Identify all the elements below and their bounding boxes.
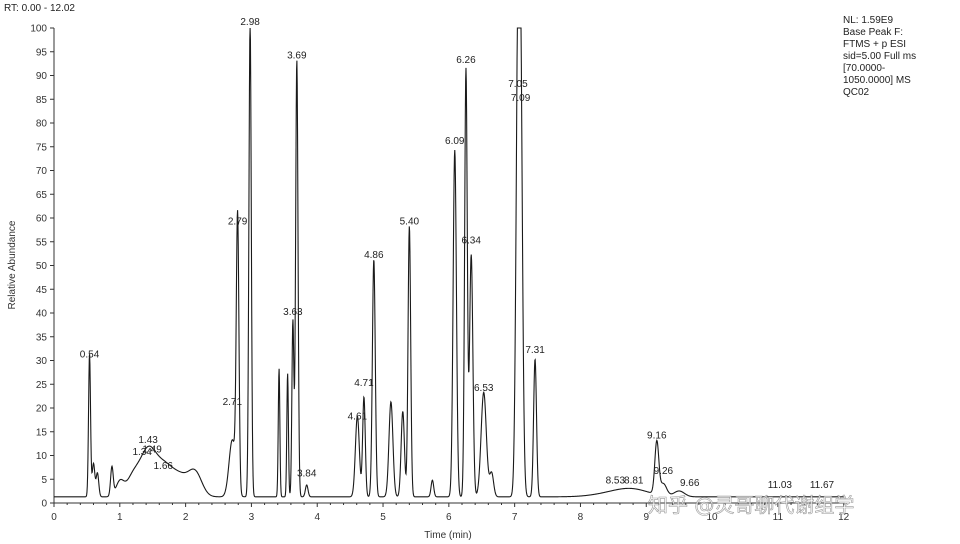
y-tick-label: 10	[36, 451, 48, 462]
peak-label: 1.49	[142, 445, 162, 456]
y-tick-label: 85	[36, 95, 48, 106]
peak-label: 9.16	[647, 430, 667, 441]
peak-label: 7.31	[525, 345, 545, 356]
x-tick-label: 8	[578, 512, 584, 523]
y-tick-label: 65	[36, 190, 48, 201]
scan-info-line: sid=5.00 Full ms	[843, 51, 916, 62]
peak-label: 5.40	[400, 217, 420, 228]
peak-label: 4.86	[364, 250, 384, 261]
scan-info-line: [70.0000-	[843, 63, 885, 74]
peak-label: 6.09	[445, 136, 465, 147]
peak-label: 3.84	[297, 468, 317, 479]
x-axis-title: Time (min)	[424, 530, 471, 541]
peak-label: 2.79	[228, 217, 248, 228]
scan-info-line: FTMS + p ESI	[843, 39, 906, 50]
y-tick-label: 15	[36, 427, 48, 438]
scan-info-line: QC02	[843, 87, 870, 98]
peak-label: 11.67	[810, 480, 835, 491]
peak-labels: 0.54 1.341.431.49 1.66 2.71 2.79 2.98 3.63 3.69…	[80, 17, 835, 491]
y-tick-label: 80	[36, 119, 48, 130]
peak-label: 4.71	[354, 378, 374, 389]
x-tick-label: 3	[249, 512, 255, 523]
peak-label: 1.43	[138, 435, 158, 446]
x-tick-label: 7	[512, 512, 518, 523]
x-tick-label: 2	[183, 512, 189, 523]
chromatogram-trace	[54, 27, 845, 498]
y-tick-label: 45	[36, 285, 48, 296]
y-tick-label: 75	[36, 142, 48, 153]
x-tick-label: 11	[773, 512, 784, 523]
peak-label: 9.66	[680, 478, 700, 489]
chart-axes	[53, 28, 845, 504]
scan-info-line: 1050.0000] MS	[843, 75, 911, 86]
peak-label: 2.98	[240, 17, 260, 28]
peak-label: 7.09	[511, 93, 531, 104]
peak-label: 4.61	[348, 411, 368, 422]
y-tick-label: 90	[36, 71, 48, 82]
peak-label: 7.05	[508, 79, 528, 90]
y-tick-label: 0	[41, 499, 47, 510]
peak-label: 11.03	[768, 480, 793, 491]
peak-label: 3.63	[283, 307, 303, 318]
y-tick-label: 40	[36, 309, 48, 320]
y-axis-title: Relative Abundance	[7, 220, 18, 309]
y-tick-label: 100	[30, 24, 47, 35]
x-tick-label: 6	[446, 512, 452, 523]
peak-label: 6.53	[474, 383, 494, 394]
peak-label: 6.26	[456, 55, 476, 66]
watermark-text: 知乎 @灵哥聊代谢组学	[648, 493, 854, 517]
y-tick-label: 5	[41, 475, 47, 486]
y-tick-label: 55	[36, 237, 48, 248]
y-tick-label: 20	[36, 404, 48, 415]
x-axis-ticks: 0 1 2 3 4 5 6 7 8 9 10 11 12	[51, 503, 850, 523]
scan-info-line: NL: 1.59E9	[843, 15, 893, 26]
peak-label: 1.34	[132, 447, 152, 458]
peak-label: 1.66	[154, 461, 174, 472]
y-tick-label: 95	[36, 47, 48, 58]
peak-label: 2.71	[223, 397, 243, 408]
peak-label: 8.81	[624, 475, 644, 486]
y-tick-label: 70	[36, 166, 48, 177]
peak-label: 6.34	[461, 236, 481, 247]
peak-label: 0.54	[80, 350, 100, 361]
x-tick-label: 4	[314, 512, 320, 523]
x-tick-label: 10	[707, 512, 719, 523]
peak-label: 3.69	[287, 50, 307, 61]
peak-label: 8.53	[606, 475, 626, 486]
x-tick-label: 12	[838, 512, 850, 523]
scan-info-line: Base Peak F:	[843, 27, 903, 38]
y-tick-label: 25	[36, 380, 48, 391]
x-tick-label: 1	[117, 512, 123, 523]
y-tick-label: 30	[36, 356, 48, 367]
x-tick-label: 5	[380, 512, 386, 523]
y-tick-label: 60	[36, 214, 48, 225]
x-tick-label: 9	[643, 512, 649, 523]
rt-range-label: RT: 0.00 - 12.02	[4, 3, 75, 14]
y-tick-label: 50	[36, 261, 48, 272]
peak-label: 9.26	[654, 466, 674, 477]
y-tick-label: 35	[36, 332, 48, 343]
x-tick-label: 0	[51, 512, 57, 523]
y-axis-ticks: 0 5 10 15 20 25 30 35 40 45 50 55 60 65 70 75 80 85 90 95 10…	[30, 24, 54, 510]
